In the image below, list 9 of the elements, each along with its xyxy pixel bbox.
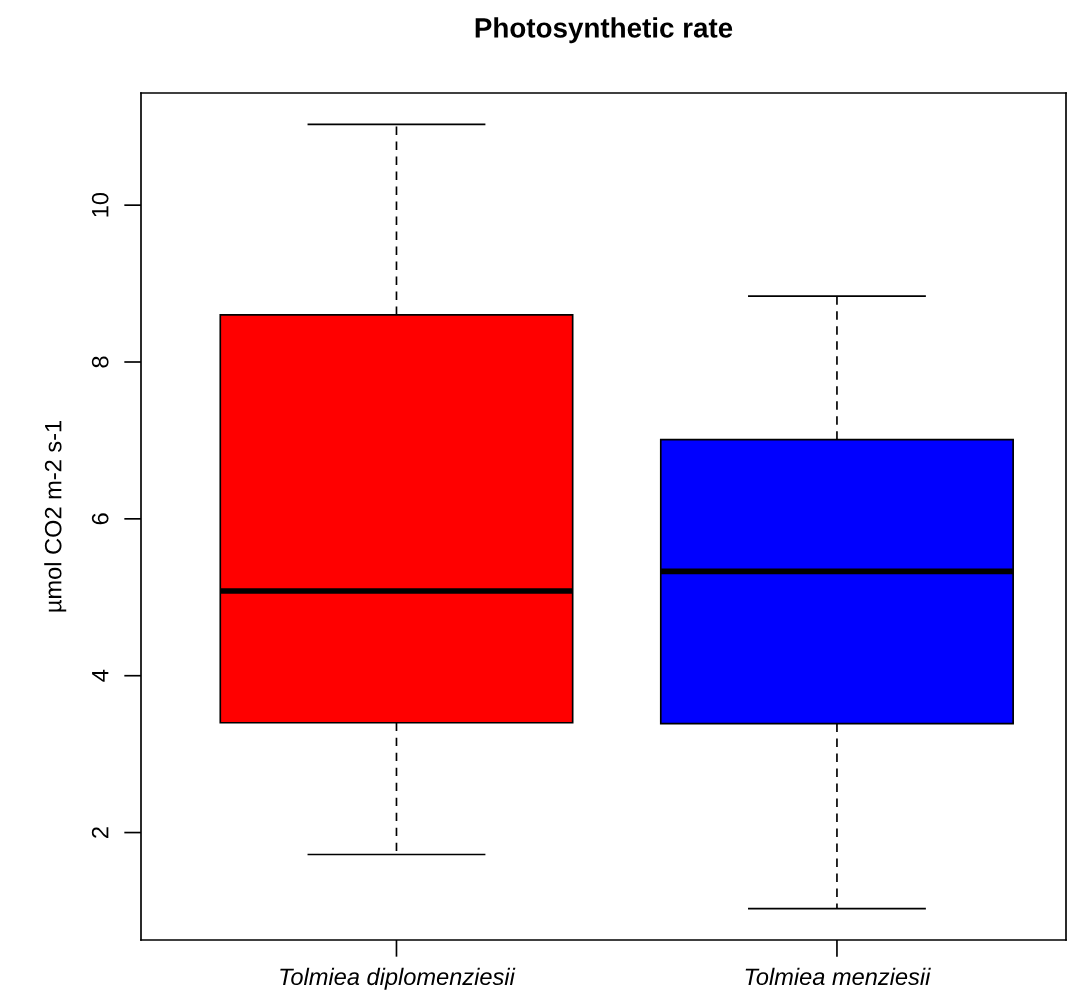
- y-tick-label: 4: [92, 669, 109, 682]
- y-tick-label: 2: [91, 827, 109, 838]
- y-tick-label: 8: [91, 356, 109, 368]
- y-tick-label: 10: [91, 192, 109, 217]
- x-tick-label: Tolmiea diplomenziesii: [280, 967, 516, 990]
- chart-title: Photosynthetic rate: [475, 17, 733, 44]
- y-tick-label: 6: [91, 513, 109, 525]
- x-tick-label: Tolmiea menziesii: [745, 967, 931, 986]
- y-axis-title: µmol CO2 m-2 s-1: [44, 420, 67, 612]
